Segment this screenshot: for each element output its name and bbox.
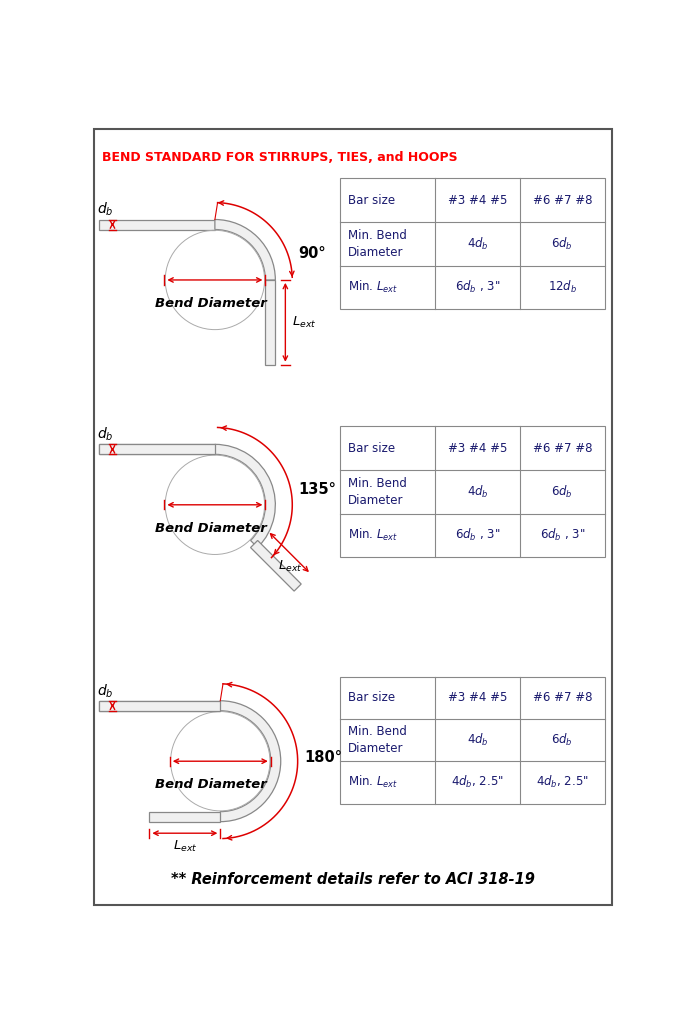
Text: $6d_b$: $6d_b$ — [551, 236, 573, 252]
Text: Bar size: Bar size — [348, 441, 395, 455]
Text: #6 #7 #8: #6 #7 #8 — [533, 441, 592, 455]
Wedge shape — [215, 219, 276, 280]
Text: $6d_b$ , 3": $6d_b$ , 3" — [455, 280, 500, 296]
Text: $6d_b$: $6d_b$ — [551, 732, 573, 749]
Text: $6d_b$: $6d_b$ — [551, 483, 573, 500]
Bar — [99, 444, 215, 455]
Text: $L_{ext}$: $L_{ext}$ — [278, 559, 302, 574]
Text: $4d_b$: $4d_b$ — [467, 732, 489, 749]
Bar — [340, 178, 604, 309]
Text: $12d_b$: $12d_b$ — [548, 280, 577, 296]
Bar — [150, 812, 220, 821]
Text: $4d_b$: $4d_b$ — [467, 236, 489, 252]
Text: Min. Bend
Diameter: Min. Bend Diameter — [348, 228, 407, 259]
Text: ** Reinforcement details refer to ACI 318-19: ** Reinforcement details refer to ACI 31… — [171, 871, 535, 887]
Bar — [265, 280, 276, 365]
Text: 135°: 135° — [298, 482, 336, 497]
Text: $4d_b$, 2.5": $4d_b$, 2.5" — [536, 774, 588, 791]
Text: BEND STANDARD FOR STIRRUPS, TIES, and HOOPS: BEND STANDARD FOR STIRRUPS, TIES, and HO… — [102, 151, 457, 164]
Text: Min. Bend
Diameter: Min. Bend Diameter — [348, 725, 407, 755]
Text: $d_b$: $d_b$ — [97, 201, 114, 218]
Wedge shape — [215, 444, 276, 548]
Text: Bend Diameter: Bend Diameter — [155, 778, 267, 792]
Text: $L_{ext}$: $L_{ext}$ — [173, 840, 197, 854]
Text: Bend Diameter: Bend Diameter — [155, 297, 267, 310]
Text: #6 #7 #8: #6 #7 #8 — [533, 691, 592, 705]
Text: $6d_b$ , 3": $6d_b$ , 3" — [539, 527, 585, 544]
Bar — [99, 444, 215, 455]
Polygon shape — [251, 541, 301, 591]
Text: 180°: 180° — [304, 750, 342, 765]
Text: #3 #4 #5: #3 #4 #5 — [448, 194, 507, 207]
Bar — [99, 700, 220, 711]
Text: Bar size: Bar size — [348, 194, 395, 207]
Text: $d_b$: $d_b$ — [97, 682, 114, 699]
Text: #6 #7 #8: #6 #7 #8 — [533, 194, 592, 207]
Text: Min. $L_{ext}$: Min. $L_{ext}$ — [348, 280, 398, 296]
Bar — [99, 219, 215, 229]
Text: $L_{ext}$: $L_{ext}$ — [291, 314, 316, 330]
Text: #3 #4 #5: #3 #4 #5 — [448, 441, 507, 455]
Text: Min. $L_{ext}$: Min. $L_{ext}$ — [348, 527, 398, 544]
Bar — [340, 426, 604, 557]
Text: $6d_b$ , 3": $6d_b$ , 3" — [455, 527, 500, 544]
Text: $4d_b$, 2.5": $4d_b$, 2.5" — [451, 774, 504, 791]
Bar — [340, 677, 604, 804]
Text: Min. Bend
Diameter: Min. Bend Diameter — [348, 477, 407, 507]
Text: #3 #4 #5: #3 #4 #5 — [448, 691, 507, 705]
Text: Min. $L_{ext}$: Min. $L_{ext}$ — [348, 774, 398, 791]
Text: 90°: 90° — [298, 246, 326, 260]
Wedge shape — [220, 700, 280, 821]
Text: $d_b$: $d_b$ — [97, 426, 114, 443]
Text: Bar size: Bar size — [348, 691, 395, 705]
Bar — [99, 700, 220, 711]
Text: $4d_b$: $4d_b$ — [467, 483, 489, 500]
Text: Bend Diameter: Bend Diameter — [155, 522, 267, 535]
